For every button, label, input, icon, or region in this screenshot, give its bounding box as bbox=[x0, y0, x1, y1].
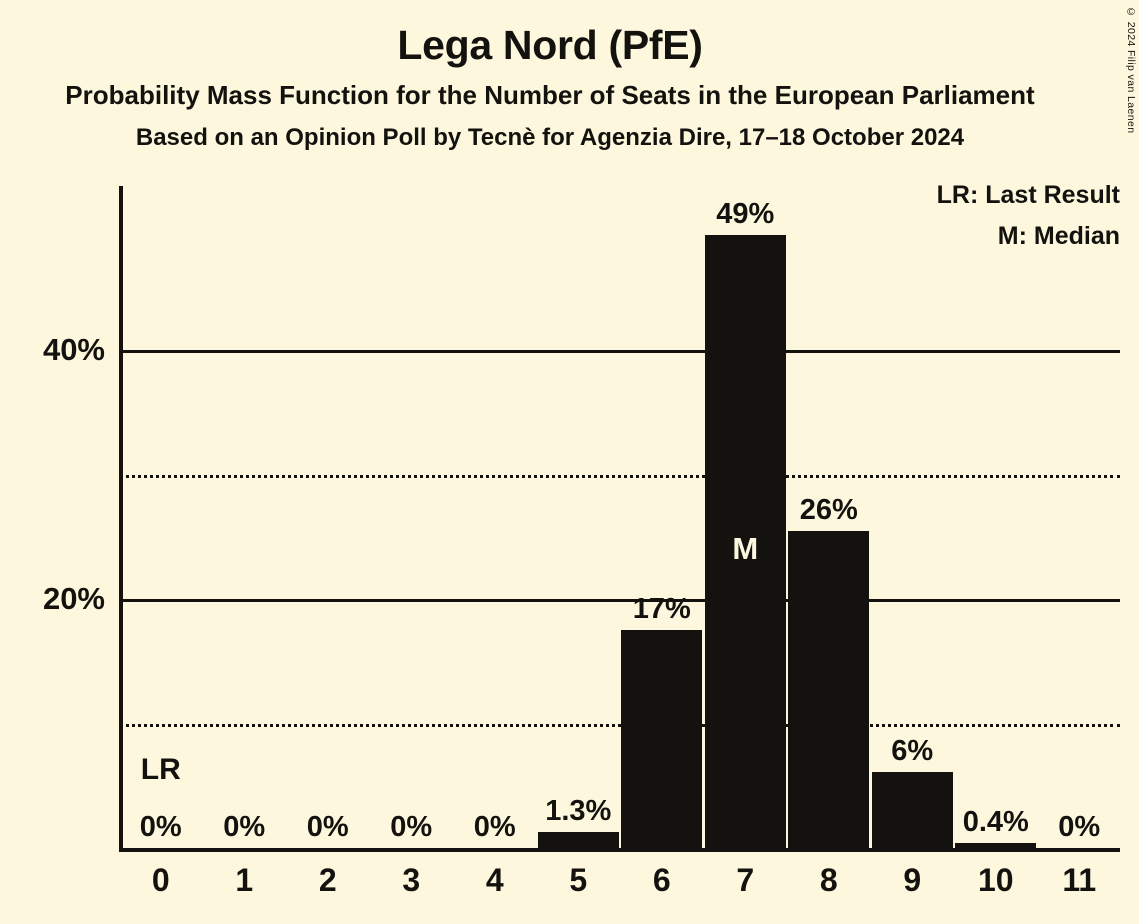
last-result-marker: LR bbox=[140, 753, 181, 787]
bar-value-label-9: 6% bbox=[891, 735, 934, 768]
gridline-10pct bbox=[119, 723, 1120, 727]
chart-legend: LR: Last Result M: Median bbox=[937, 183, 1120, 265]
x-tick-label-10: 10 bbox=[977, 862, 1014, 898]
bar-value-label-5: 1.3% bbox=[545, 794, 612, 827]
bar-value-label-4: 0% bbox=[473, 811, 516, 843]
x-tick-label-1: 1 bbox=[235, 862, 254, 898]
bar-value-label-8: 26% bbox=[799, 493, 858, 526]
bar-value-label-6: 17% bbox=[632, 593, 691, 626]
bar-value-label-3: 0% bbox=[390, 811, 433, 843]
gridline-30pct bbox=[119, 474, 1120, 478]
bar-value-label-1: 0% bbox=[223, 811, 266, 843]
bar-value-label-7: 49% bbox=[716, 198, 775, 231]
copyright-notice: © 2024 Filip van Laenen bbox=[1125, 6, 1137, 134]
legend-item-last-result: LR: Last Result bbox=[936, 181, 1120, 209]
chart-header: Lega Nord (PfE) Probability Mass Functio… bbox=[0, 0, 1100, 151]
bar-seats-10 bbox=[955, 843, 1037, 848]
x-tick-label-8: 8 bbox=[819, 862, 838, 898]
bar-seats-9 bbox=[871, 772, 953, 848]
x-axis-line bbox=[119, 848, 1120, 852]
bar-value-label-0: 0% bbox=[139, 811, 182, 843]
y-tick-label-40: 40% bbox=[42, 332, 105, 367]
bar-seats-8 bbox=[788, 530, 870, 848]
x-tick-label-2: 2 bbox=[318, 862, 337, 898]
chart-source-line: Based on an Opinion Poll by Tecnè for Ag… bbox=[135, 123, 965, 151]
x-tick-label-7: 7 bbox=[736, 862, 755, 898]
y-axis-line bbox=[119, 186, 123, 849]
x-tick-label-3: 3 bbox=[402, 862, 421, 898]
x-tick-label-5: 5 bbox=[569, 862, 588, 898]
bar-value-label-2: 0% bbox=[306, 811, 349, 843]
bar-seats-6 bbox=[621, 630, 703, 848]
gridline-40pct bbox=[119, 350, 1120, 353]
y-tick-label-20: 20% bbox=[42, 581, 105, 616]
median-marker: M bbox=[732, 530, 759, 566]
bar-seats-5 bbox=[537, 831, 619, 848]
plot-area: M LR bbox=[119, 186, 1120, 852]
x-tick-label-9: 9 bbox=[903, 862, 922, 898]
bar-value-label-11: 0% bbox=[1058, 811, 1101, 843]
x-tick-label-6: 6 bbox=[652, 862, 671, 898]
bar-value-label-10: 0.4% bbox=[962, 806, 1029, 839]
x-tick-label-4: 4 bbox=[485, 862, 504, 898]
page-title: Lega Nord (PfE) bbox=[397, 22, 703, 68]
x-tick-label-11: 11 bbox=[1062, 862, 1097, 898]
bar-seats-7 bbox=[704, 235, 786, 848]
x-tick-label-0: 0 bbox=[151, 862, 170, 898]
legend-item-median: M: Median bbox=[997, 222, 1120, 250]
gridline-20pct bbox=[119, 599, 1120, 602]
chart-subtitle: Probability Mass Function for the Number… bbox=[65, 80, 1035, 111]
